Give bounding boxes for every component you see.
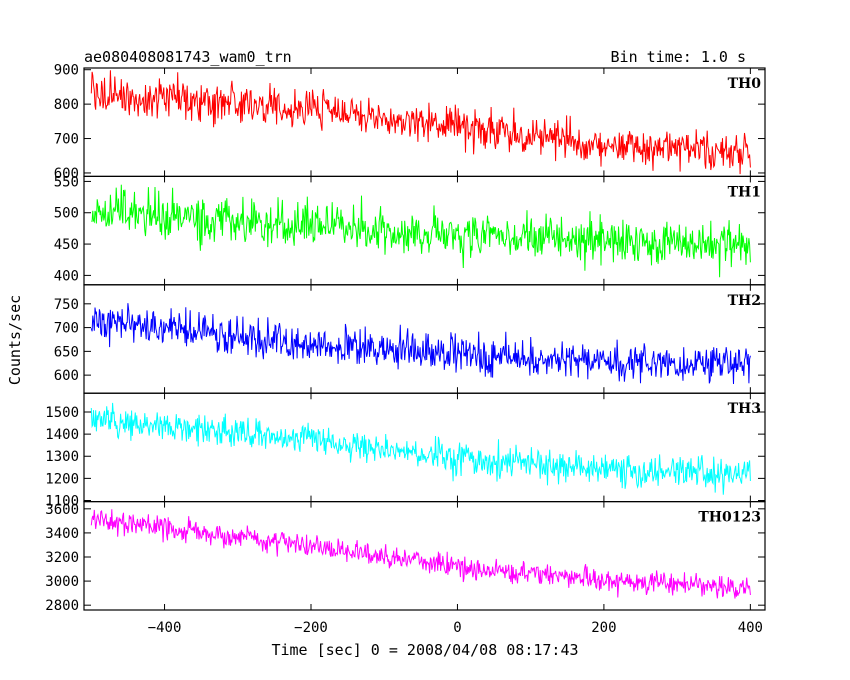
y-tick-label: 3000	[45, 574, 79, 590]
x-tick-label: −400	[148, 620, 182, 636]
y-tick-label: 1300	[45, 449, 79, 465]
panel-th0: 600 700 800 900 TH0	[54, 63, 766, 182]
y-tick-label: 700	[54, 132, 79, 148]
x-tick-label: 0	[453, 620, 461, 636]
y-tick-label: 750	[54, 297, 79, 313]
y-tick-label: 450	[54, 237, 79, 253]
chart-title: ae080408081743_wam0_trn	[84, 48, 292, 66]
bin-time-label: Bin time: 1.0 s	[611, 48, 746, 66]
y-tick-label: 500	[54, 206, 79, 222]
series-line-th0	[90, 70, 751, 175]
y-axis-label: Counts/sec	[6, 295, 24, 385]
panel-label: TH1	[728, 184, 761, 200]
panel-th2: 600 650 700 750 TH2	[54, 284, 766, 394]
y-tick-label: 600	[54, 166, 79, 182]
y-tick-label: 900	[54, 63, 79, 79]
series-line-th1	[91, 184, 751, 278]
panel-label: TH0123	[698, 510, 761, 526]
y-tick-label: 400	[54, 268, 79, 284]
x-axis: −400 −200 0 200 400	[148, 620, 763, 636]
panel-frame	[83, 67, 766, 178]
y-tick-label: 1500	[45, 405, 79, 421]
panel-label: TH3	[728, 401, 761, 417]
x-axis-label: Time [sec] 0 = 2008/04/08 08:17:43	[271, 641, 578, 659]
series-line-th2	[90, 303, 751, 385]
panel-th3: 1100 1200 1300 1400 1500 TH3	[45, 392, 766, 509]
y-tick-label: 1400	[45, 427, 79, 443]
x-tick-label: 400	[738, 620, 763, 636]
panel-th0123: 2800 3000 3200 3400 3600 TH0123	[45, 501, 766, 614]
y-tick-label: 3600	[45, 502, 79, 518]
x-tick-label: 200	[591, 620, 616, 636]
panels: 600 700 800 900 TH0 400 450 500 550 TH1 600 650 700 7…	[45, 63, 766, 614]
panel-label: TH0	[728, 76, 762, 92]
y-tick-label: 600	[54, 368, 79, 384]
y-tick-label: 3400	[45, 526, 79, 542]
panel-th1: 400 450 500 550 TH1	[54, 174, 766, 286]
series-line-th0123	[90, 509, 751, 599]
x-tick-label: −200	[294, 620, 328, 636]
y-tick-label: 2800	[45, 598, 79, 614]
y-tick-label: 700	[54, 321, 79, 337]
y-tick-label: 3200	[45, 550, 79, 566]
y-tick-label: 550	[54, 174, 79, 190]
y-tick-label: 800	[54, 97, 79, 113]
series-line-th3	[90, 402, 751, 495]
y-tick-label: 1100	[45, 493, 79, 509]
y-tick-label: 1200	[45, 471, 79, 487]
panel-frame	[83, 392, 766, 503]
y-tick-label: 650	[54, 344, 79, 360]
panel-label: TH2	[728, 293, 761, 309]
panel-frame	[83, 501, 766, 611]
